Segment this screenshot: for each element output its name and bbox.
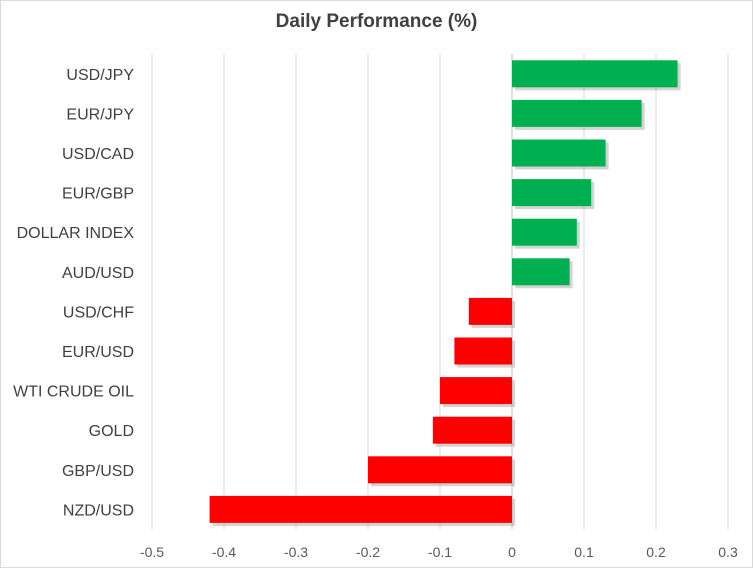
x-tick-label: -0.1 [428, 544, 452, 560]
category-label: USD/JPY [66, 67, 134, 84]
category-label: GBP/USD [62, 463, 134, 480]
bar-gold [432, 416, 512, 444]
bar-aud-usd [512, 258, 570, 286]
category-label: WTI CRUDE OIL [13, 384, 134, 401]
bar-eur-usd [454, 337, 512, 365]
category-label: DOLLAR INDEX [17, 225, 135, 242]
category-label: USD/CAD [62, 146, 134, 163]
bar-wti-crude-oil [440, 377, 512, 405]
bar-usd-cad [512, 139, 606, 167]
bar-usd-chf [468, 297, 512, 325]
bar-dollar-index [512, 218, 577, 246]
x-tick-label: -0.5 [140, 544, 164, 560]
category-label: EUR/JPY [66, 106, 134, 123]
x-tick-label: -0.4 [212, 544, 236, 560]
x-tick-label: 0.1 [574, 544, 594, 560]
chart-title: Daily Performance (%) [275, 11, 478, 32]
category-label: EUR/GBP [62, 186, 134, 203]
x-tick-label: 0.2 [646, 544, 666, 560]
category-label: AUD/USD [62, 265, 134, 282]
category-label: EUR/USD [62, 344, 134, 361]
x-tick-label: 0.3 [718, 544, 738, 560]
bar-usd-jpy [512, 60, 678, 88]
category-label: NZD/USD [63, 502, 134, 519]
x-tick-label: 0 [508, 544, 516, 560]
bar-nzd-usd [209, 495, 512, 523]
x-tick-label: -0.3 [284, 544, 308, 560]
bar-eur-gbp [512, 179, 592, 207]
bar-eur-jpy [512, 99, 642, 127]
bar-gbp-usd [368, 456, 512, 484]
x-tick-label: -0.2 [356, 544, 380, 560]
category-label: GOLD [89, 423, 134, 440]
category-label: USD/CHF [63, 304, 134, 321]
